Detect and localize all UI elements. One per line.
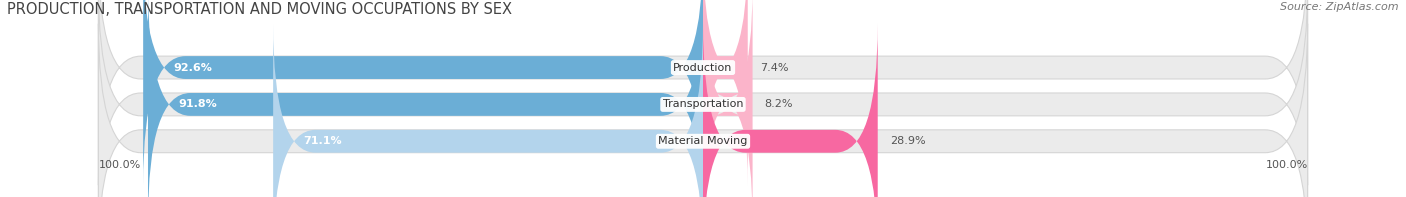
- Text: 7.4%: 7.4%: [759, 63, 789, 72]
- FancyBboxPatch shape: [148, 0, 703, 197]
- FancyBboxPatch shape: [98, 0, 1308, 185]
- Text: 100.0%: 100.0%: [1265, 160, 1308, 170]
- Text: 8.2%: 8.2%: [765, 99, 793, 109]
- Text: 91.8%: 91.8%: [179, 99, 217, 109]
- FancyBboxPatch shape: [703, 0, 752, 197]
- FancyBboxPatch shape: [703, 24, 877, 197]
- Text: 100.0%: 100.0%: [98, 160, 141, 170]
- FancyBboxPatch shape: [703, 0, 748, 185]
- FancyBboxPatch shape: [98, 0, 1308, 197]
- Text: Source: ZipAtlas.com: Source: ZipAtlas.com: [1281, 2, 1399, 12]
- Text: 71.1%: 71.1%: [304, 136, 342, 146]
- Legend: Male, Female: Male, Female: [643, 196, 763, 197]
- Text: PRODUCTION, TRANSPORTATION AND MOVING OCCUPATIONS BY SEX: PRODUCTION, TRANSPORTATION AND MOVING OC…: [7, 2, 512, 17]
- FancyBboxPatch shape: [143, 0, 703, 185]
- Text: 92.6%: 92.6%: [173, 63, 212, 72]
- FancyBboxPatch shape: [98, 24, 1308, 197]
- Text: Material Moving: Material Moving: [658, 136, 748, 146]
- Text: Transportation: Transportation: [662, 99, 744, 109]
- FancyBboxPatch shape: [273, 24, 703, 197]
- Text: Production: Production: [673, 63, 733, 72]
- Text: 28.9%: 28.9%: [890, 136, 925, 146]
